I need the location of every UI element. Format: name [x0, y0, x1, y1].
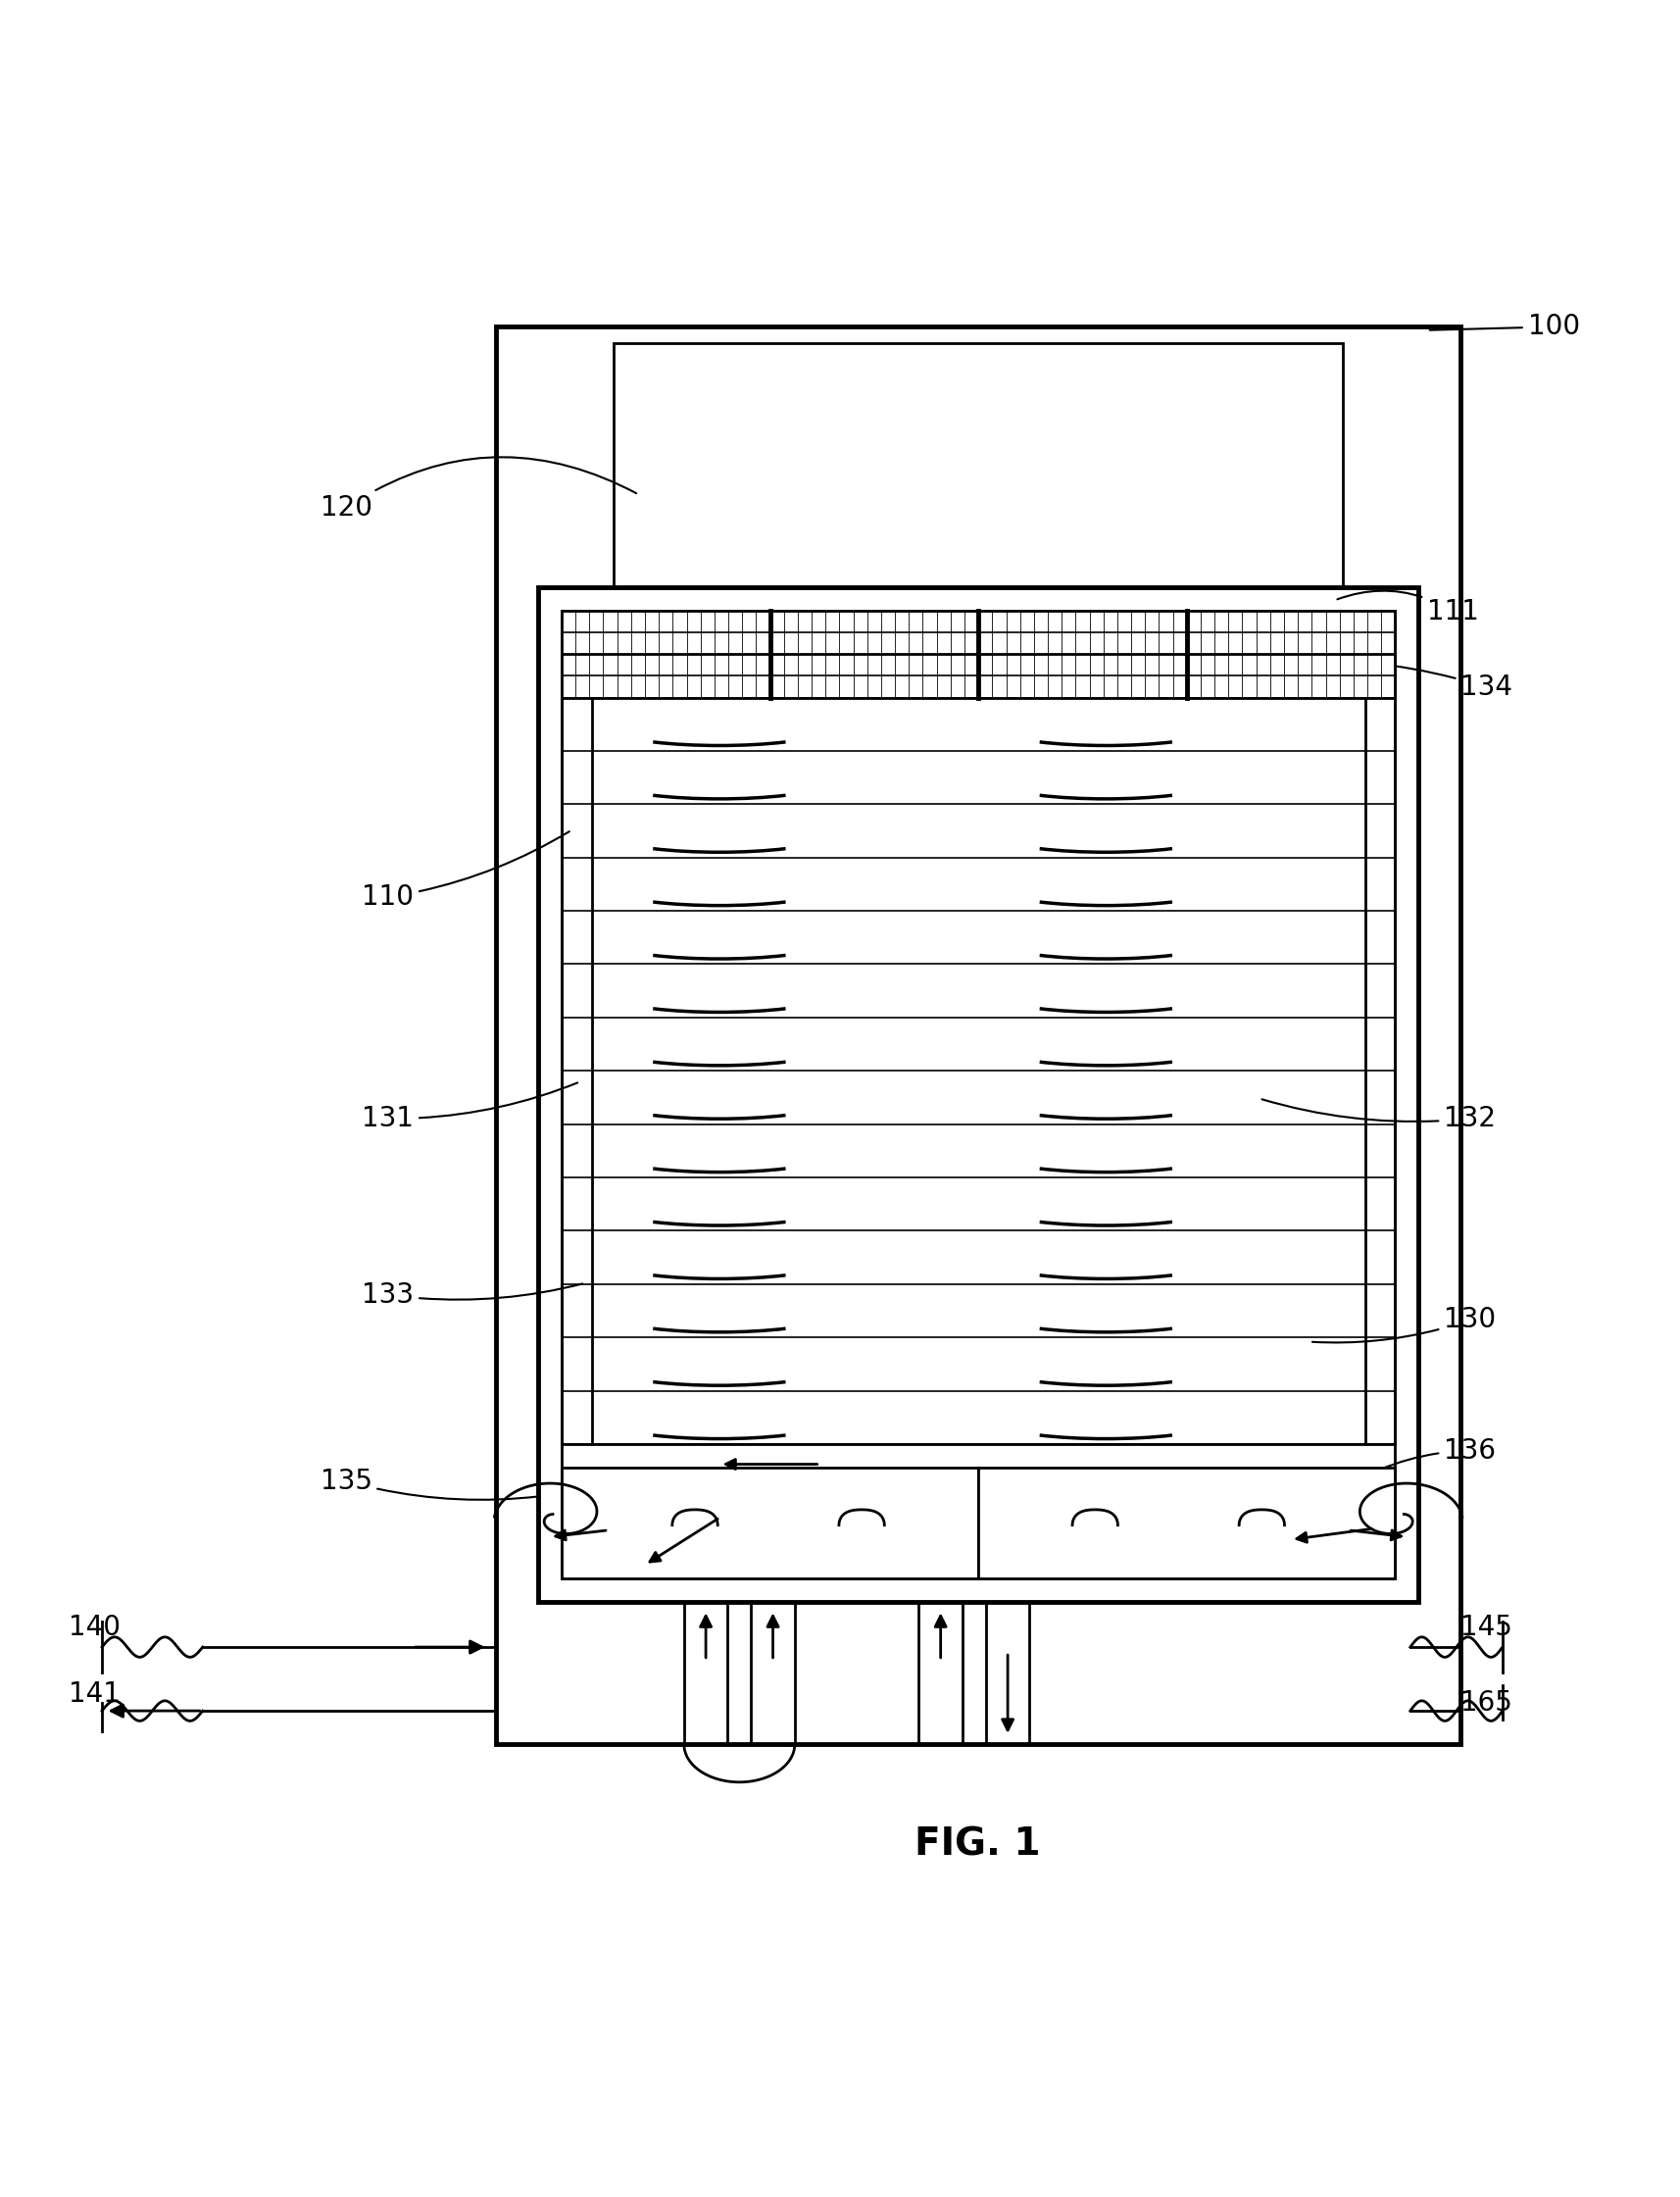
Bar — [561, 1468, 978, 1577]
Text: 133: 133 — [361, 1281, 583, 1309]
Text: 134: 134 — [1278, 661, 1512, 701]
Bar — [978, 1468, 1394, 1577]
Text: 130: 130 — [1312, 1307, 1495, 1342]
Text: FIG. 1: FIG. 1 — [914, 1826, 1040, 1863]
Text: 165: 165 — [1460, 1689, 1512, 1716]
Text: 141: 141 — [69, 1681, 121, 1707]
Text: 120: 120 — [321, 457, 637, 521]
Bar — [561, 611, 1394, 1577]
Text: 140: 140 — [69, 1613, 121, 1641]
Text: 100: 100 — [1430, 312, 1579, 341]
Bar — [496, 327, 1460, 1744]
Text: 136: 136 — [1379, 1437, 1495, 1470]
Text: 132: 132 — [1262, 1098, 1495, 1131]
Bar — [538, 587, 1418, 1602]
Text: 135: 135 — [321, 1468, 539, 1501]
Text: 110: 110 — [361, 830, 570, 912]
Text: 145: 145 — [1460, 1613, 1512, 1641]
Bar — [613, 343, 1344, 604]
Bar — [561, 611, 1394, 699]
Text: 131: 131 — [361, 1083, 578, 1131]
Text: 111: 111 — [1337, 591, 1478, 626]
